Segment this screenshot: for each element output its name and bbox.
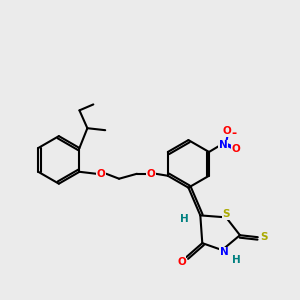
Text: O: O — [231, 144, 240, 154]
Text: O: O — [97, 169, 106, 179]
Text: O: O — [223, 126, 231, 136]
Text: -: - — [231, 127, 236, 140]
Text: H: H — [180, 214, 189, 224]
Text: N: N — [218, 140, 227, 150]
Text: N: N — [220, 247, 229, 257]
Text: S: S — [222, 209, 230, 219]
Text: H: H — [232, 255, 240, 265]
Text: O: O — [177, 257, 186, 267]
Text: O: O — [146, 169, 155, 179]
Text: S: S — [260, 232, 268, 242]
